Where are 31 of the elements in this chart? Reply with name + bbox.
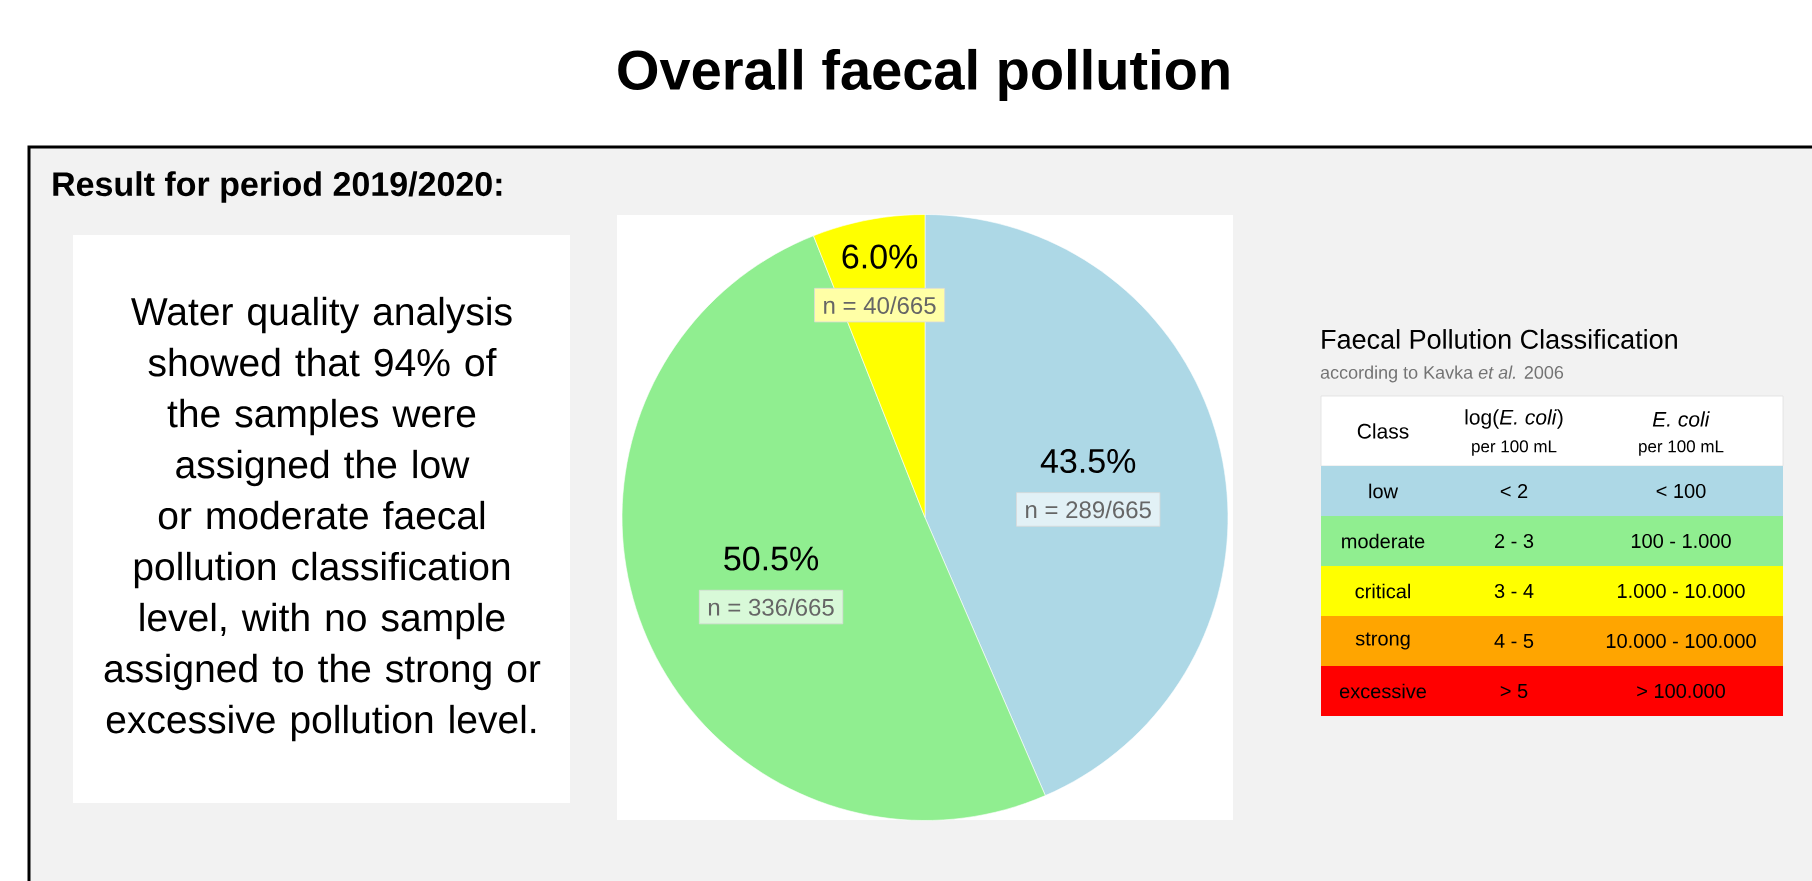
text: n = 289/665 [1026, 500, 1151, 519]
data-label: 50.5% [724, 546, 819, 571]
text: per 100 mL [1639, 440, 1724, 456]
data-label: 6.0% [842, 244, 918, 269]
text: according to Kavka et al. 2006 [1320, 365, 1564, 383]
text: Overall faecal pollution [618, 48, 1229, 102]
category-label: E. coli [1652, 411, 1710, 427]
text: low [1369, 483, 1399, 499]
text: Water quality analysis showed that 94% of the samples were assigned the low or moderate faecal pollution classification level, with no sample assigned to the strong or excessive pollution level. [104, 296, 541, 742]
text: n = 336/665 [708, 598, 834, 616]
text: 10.000 - 100.000 [1606, 633, 1756, 649]
text: 2 - 3 [1495, 533, 1534, 549]
data-label: 43.5% [1040, 448, 1136, 474]
text: 1.000 - 10.000 [1618, 583, 1745, 599]
category-label: Class [1357, 423, 1409, 439]
text: > 100.000 [1637, 683, 1725, 699]
text: strong [1355, 632, 1410, 650]
text: moderate [1342, 533, 1425, 549]
text: Result for period 2019/2020: [53, 171, 502, 203]
text: < 2 [1500, 484, 1528, 498]
text: per 100 mL [1472, 440, 1557, 456]
text: 100 - 1.000 [1631, 533, 1731, 549]
text: Faecal Pollution Classification [1322, 329, 1677, 349]
category-label: log(E. coli) [1465, 409, 1563, 429]
text: 3 - 4 [1494, 583, 1534, 599]
text: excessive [1339, 683, 1427, 699]
text: 4 - 5 [1494, 634, 1534, 648]
text: n = 40/665 [824, 296, 936, 314]
text: < 100 [1656, 483, 1706, 499]
text: critical [1355, 583, 1410, 599]
text: > 5 [1500, 684, 1528, 698]
